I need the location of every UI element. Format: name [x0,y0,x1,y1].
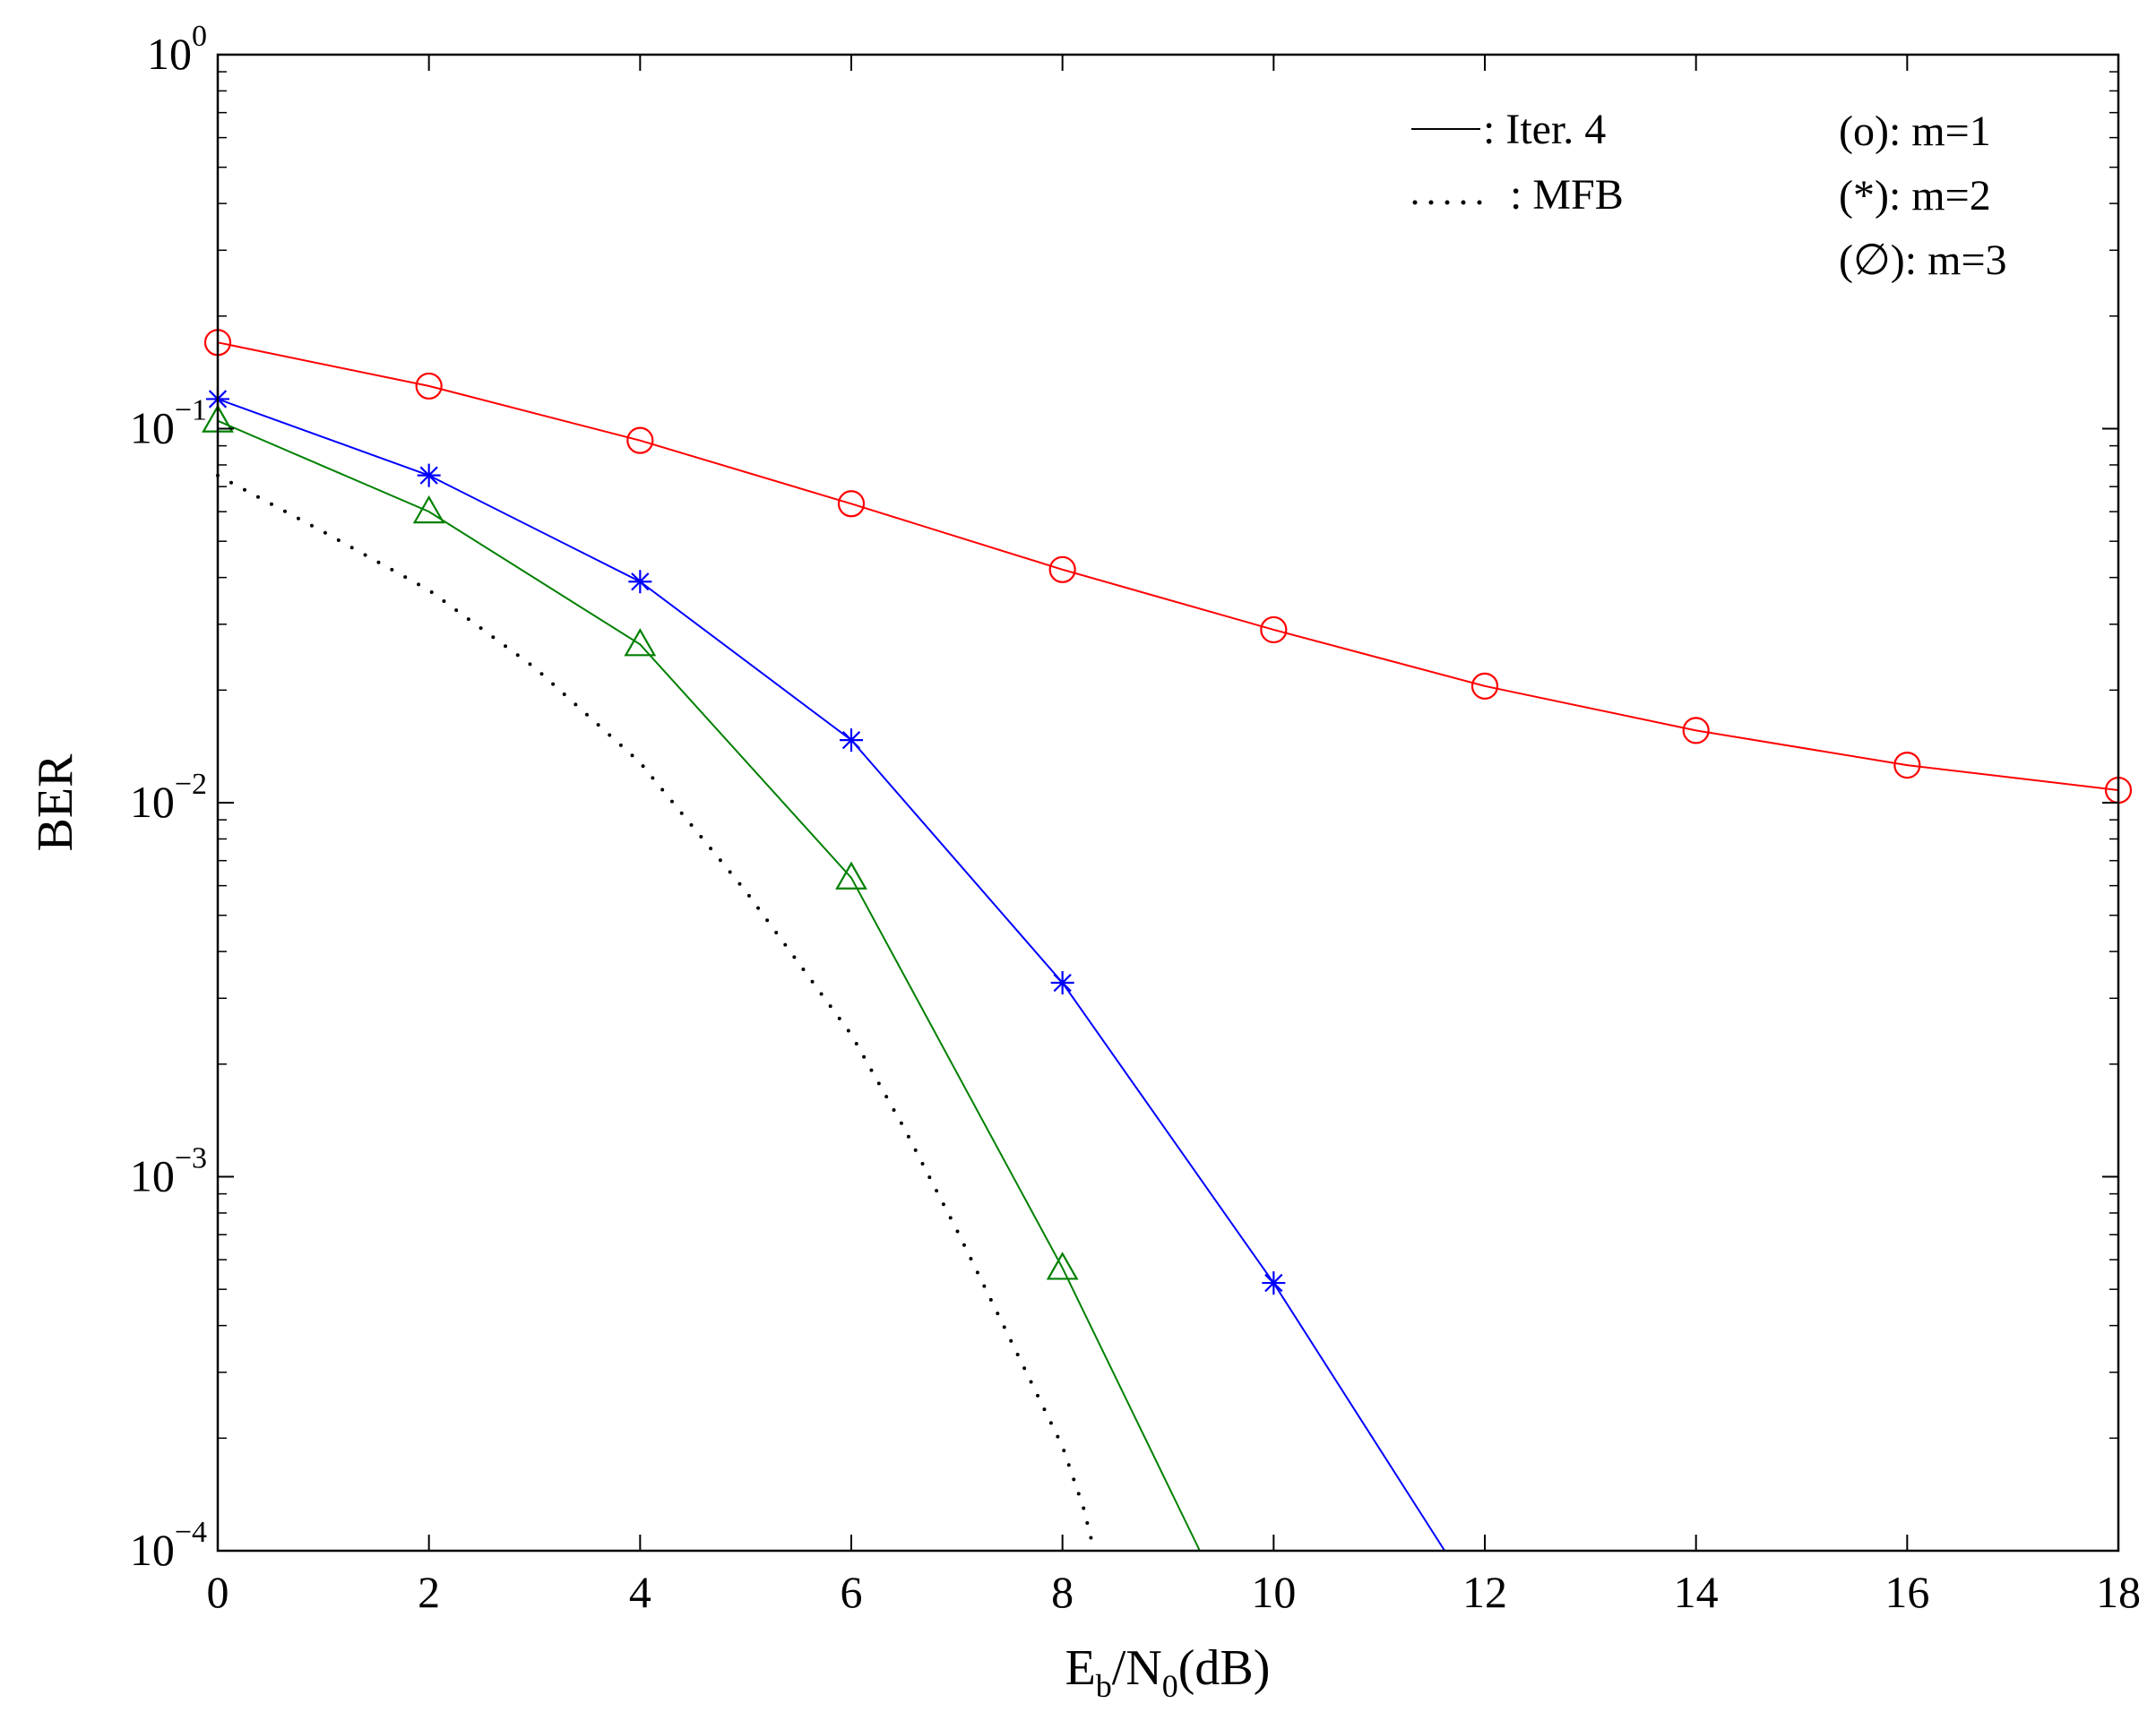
legend-label-m3: (∅): m=3 [1839,237,2007,284]
x-axis-label: Eb/N0(dB) [1065,1640,1271,1704]
series-2-marker-triangle [412,495,445,524]
ticks-layer [217,54,2119,1552]
legend-label-mfb: : MFB [1510,171,1624,219]
series-1-marker-star [417,463,441,487]
x-tick-label: 12 [1462,1567,1507,1617]
y-tick-label: 10−1 [130,394,207,453]
legend-label-iter4: : Iter. 4 [1483,106,1606,153]
x-tick-label: 4 [629,1567,651,1617]
series-2-marker-triangle [1046,1252,1079,1280]
series-0-marker-circle [626,426,654,454]
x-tick-label: 18 [2096,1567,2141,1617]
y-tick-label: 10−4 [130,1516,207,1575]
series-0-marker-circle [415,372,443,400]
series-0-marker-circle [1048,555,1076,583]
x-tick-label: 10 [1251,1567,1296,1617]
y-tick-label: 10−3 [130,1142,207,1201]
series-0-marker-circle [1470,672,1499,700]
legend-label-m1: (o): m=1 [1839,108,1991,155]
series-2-marker-triangle [835,861,867,890]
series-1-marker-star [1262,1271,1286,1295]
series-1-marker-star [628,570,652,594]
x-tick-label: 14 [1674,1567,1719,1617]
x-tick-label: 2 [418,1567,440,1617]
series-0-marker-circle [837,490,866,518]
series-2-marker-triangle [624,628,657,657]
legend-label-m2: (*): m=2 [1839,172,1991,219]
x-tick-label: 8 [1051,1567,1074,1617]
x-tick-label: 16 [1884,1567,1929,1617]
series-2-line [217,419,1201,1552]
y-tick-label: 100 [147,20,207,79]
series-1-marker-star [1050,971,1074,995]
series-0-line [217,341,2119,791]
x-tick-label: 0 [207,1567,229,1617]
series-layer [202,329,2133,1553]
x-tick-label: 6 [841,1567,863,1617]
series-0-marker-circle [1893,751,1921,779]
legend: : Iter. 4 : MFB (o): m=1 (*): m=2 (∅): m… [1411,106,2007,284]
y-tick-label: 10−2 [130,768,207,827]
series-0-marker-circle [1260,615,1288,644]
series-1-marker-star [840,728,863,753]
labels-layer: 0 2 4 6 8 10 12 14 16 18 100 10−1 10−2 10−3 10−4 [130,20,2141,1617]
y-axis-label: BER [28,753,83,852]
series-0-marker-circle [1682,717,1710,744]
